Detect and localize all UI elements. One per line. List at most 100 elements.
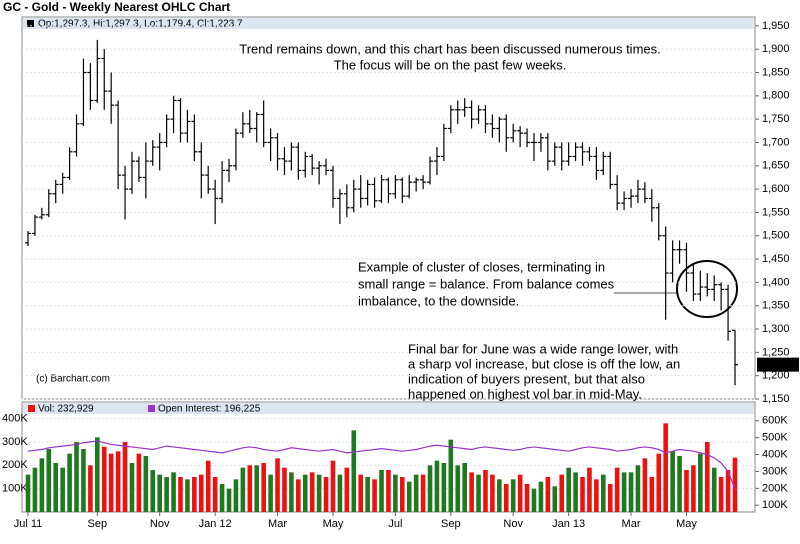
volume-bar (399, 477, 405, 512)
volume-bar (580, 477, 585, 512)
annotation-circle (676, 260, 738, 318)
volume-bar (469, 472, 474, 512)
x-tick-label: Jan 12 (199, 518, 232, 530)
price-panel (21, 16, 756, 400)
volume-bar (524, 484, 530, 512)
y-tick-label: 200K (2, 459, 28, 471)
volume-bar (545, 477, 551, 512)
annotation: Final bar for June was a wide range lowe… (408, 341, 678, 356)
volume-bar (108, 453, 114, 512)
y-tick-label: 1,650 (762, 160, 790, 172)
volume-bar (711, 467, 717, 512)
y2-tick-label: 400K (762, 448, 788, 460)
volume-bar (649, 477, 655, 512)
volume-bar (337, 474, 343, 512)
volume-bar (129, 463, 135, 512)
volume-bar (323, 477, 329, 512)
annotation: Example of cluster of closes, terminatin… (358, 259, 605, 274)
volume-bar (53, 463, 59, 512)
y-tick-label: 1,300 (762, 323, 790, 335)
volume-bar (490, 474, 495, 512)
volume-bar (566, 467, 571, 512)
x-tick-label: Nov (503, 518, 523, 530)
x-tick-label: Sep (88, 518, 108, 530)
volume-bar (268, 474, 273, 512)
annotation: The focus will be on the past few weeks. (334, 57, 567, 72)
volume-bar (115, 451, 121, 512)
y2-tick-label: 300K (762, 465, 788, 477)
volume-bar (462, 463, 467, 512)
x-tick-label: Jan 13 (552, 518, 585, 530)
y-tick-label: 1,600 (762, 183, 790, 195)
volume-bar (205, 460, 211, 512)
volume-bar (531, 488, 537, 512)
volume-bar (614, 467, 620, 512)
volume-bar (254, 465, 260, 512)
last-price-label: 1,223.7 (761, 359, 798, 371)
volume-bar (642, 458, 648, 512)
volume-bar (420, 474, 426, 512)
volume-bar (621, 472, 627, 512)
x-tick-label: Nov (150, 518, 170, 530)
open-interest-line (27, 440, 736, 490)
y-tick-label: 1,400 (762, 276, 790, 288)
volume-bar (185, 479, 190, 512)
volume-bar (510, 479, 516, 512)
volume-bar (538, 481, 544, 512)
volume-bar (157, 474, 162, 512)
volume-bar (330, 460, 336, 512)
volume-bar (656, 453, 662, 512)
annotation: indication of buyers present, but that a… (408, 371, 645, 386)
volume-bar (171, 472, 176, 512)
volume-bar (101, 446, 107, 512)
x-tick-label: Sep (441, 518, 461, 530)
y-tick-label: 1,950 (762, 20, 790, 32)
volume-bar (573, 472, 578, 512)
volume-bar (517, 474, 523, 512)
volume-bar (233, 479, 239, 512)
volume-bar (503, 484, 509, 512)
x-tick-label: May (323, 518, 344, 530)
volume-bar (88, 465, 93, 512)
y-tick-label: 400K (2, 413, 28, 425)
volume-bar (316, 474, 322, 512)
volume-bar (691, 465, 696, 512)
volume-bar (455, 465, 461, 512)
volume-bar (552, 486, 558, 512)
y-tick-label: 1,550 (762, 206, 790, 218)
source: (c) Barchart.com (36, 374, 110, 385)
annotation: a sharp vol increase, but close is off t… (408, 356, 680, 371)
volume-bar (39, 458, 45, 512)
volume-bar (670, 451, 675, 512)
volume-bar (601, 474, 606, 512)
y-tick-label: 1,350 (762, 300, 790, 312)
volume-bar (497, 479, 502, 512)
annotation: small range = balance. From balance come… (358, 276, 615, 291)
volume-bar (178, 477, 183, 512)
volume-bar (365, 477, 370, 512)
volume-bar (704, 442, 710, 512)
volume-bar (198, 474, 204, 512)
annotation: imbalance, to the downside. (358, 293, 519, 308)
volume-bar (379, 470, 384, 512)
annotation: happened on highest vol bar in mid-May. (408, 386, 642, 401)
volume-bar (60, 467, 65, 512)
volume-bar (386, 470, 391, 512)
legend-swatch (28, 405, 35, 412)
y2-tick-label: 500K (762, 432, 788, 444)
volume-bar (732, 457, 738, 512)
volume-bar (309, 472, 315, 512)
volume-bar (698, 453, 703, 512)
volume-bar (358, 474, 364, 512)
x-tick-label: May (676, 518, 697, 530)
volume-bar (282, 467, 287, 512)
y-tick-label: 1,850 (762, 66, 790, 78)
volume-bar (607, 484, 613, 512)
volume-bar (725, 470, 731, 512)
y-tick-label: 1,900 (762, 43, 790, 55)
volume-bar (483, 470, 488, 512)
volume-bar (32, 467, 38, 512)
volume-bar (46, 449, 52, 512)
volume-bar (635, 465, 641, 512)
